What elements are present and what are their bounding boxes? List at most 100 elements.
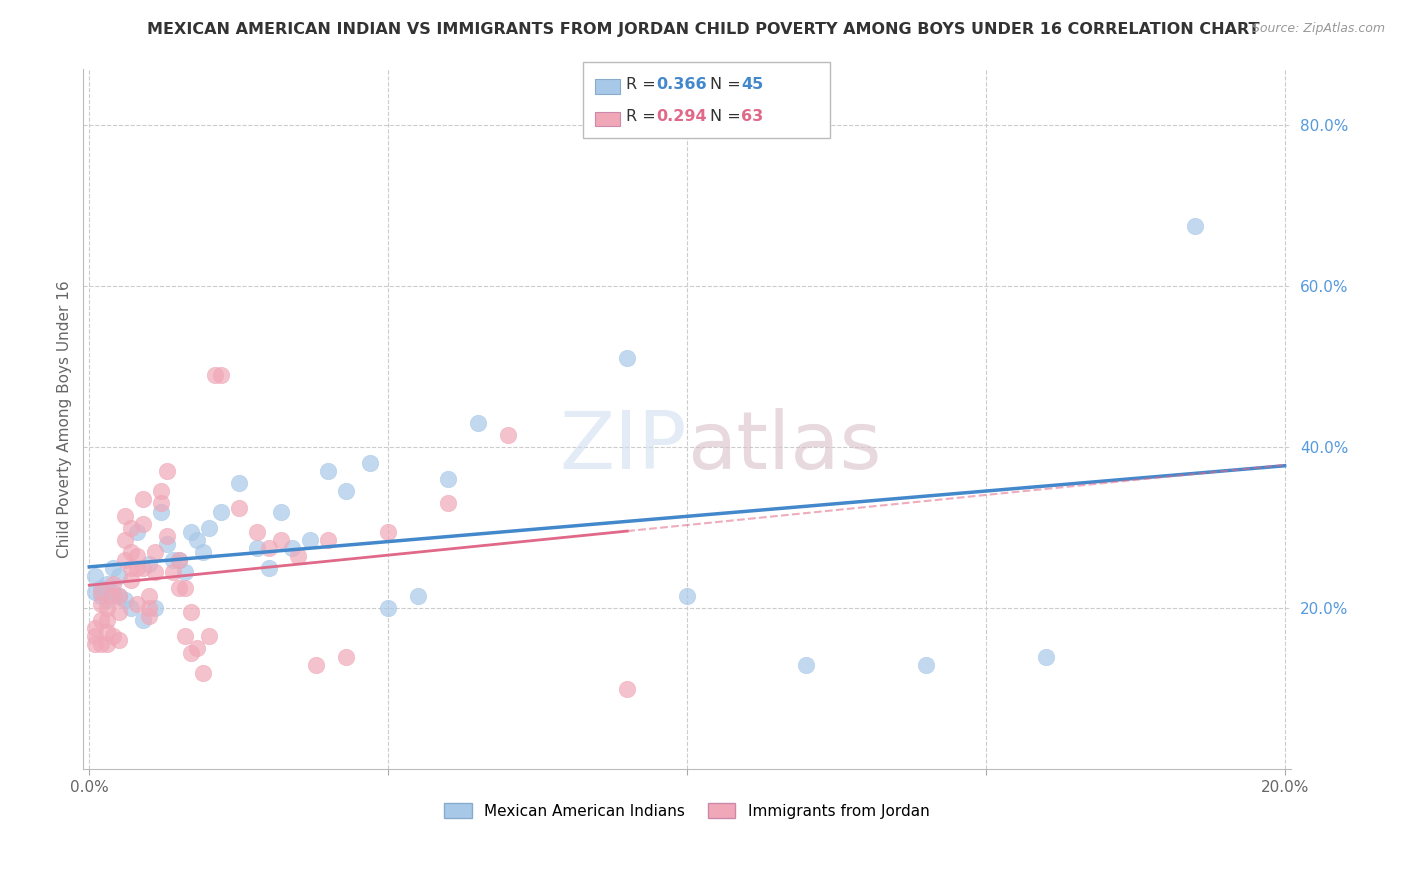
Point	[84, 629, 107, 643]
Point	[138, 601, 160, 615]
Point	[108, 589, 131, 603]
Point	[198, 629, 221, 643]
Point	[299, 533, 322, 547]
Point	[359, 456, 381, 470]
Text: N =: N =	[710, 110, 747, 124]
Point	[162, 565, 184, 579]
Point	[101, 561, 124, 575]
Point	[496, 428, 519, 442]
Point	[174, 565, 197, 579]
Point	[377, 601, 399, 615]
Point	[180, 605, 202, 619]
Point	[209, 504, 232, 518]
Point	[676, 589, 699, 603]
Point	[796, 657, 818, 672]
Point	[138, 589, 160, 603]
Point	[377, 524, 399, 539]
Point	[1184, 219, 1206, 233]
Point	[198, 521, 221, 535]
Point	[209, 368, 232, 382]
Point	[114, 508, 136, 523]
Text: 45: 45	[741, 78, 763, 92]
Point	[90, 585, 112, 599]
Point	[1035, 649, 1057, 664]
Point	[90, 581, 112, 595]
Point	[108, 633, 131, 648]
Point	[180, 524, 202, 539]
Point	[150, 504, 173, 518]
Point	[257, 561, 280, 575]
Point	[150, 496, 173, 510]
Point	[101, 629, 124, 643]
Point	[228, 476, 250, 491]
Point	[96, 637, 118, 651]
Point	[114, 553, 136, 567]
Point	[101, 577, 124, 591]
Point	[406, 589, 429, 603]
Point	[90, 637, 112, 651]
Point	[281, 541, 304, 555]
Text: Source: ZipAtlas.com: Source: ZipAtlas.com	[1251, 22, 1385, 36]
Point	[180, 646, 202, 660]
Point	[120, 601, 142, 615]
Point	[228, 500, 250, 515]
Point	[318, 533, 340, 547]
Y-axis label: Child Poverty Among Boys Under 16: Child Poverty Among Boys Under 16	[58, 280, 72, 558]
Point	[143, 545, 166, 559]
Point	[174, 629, 197, 643]
Point	[138, 609, 160, 624]
Point	[186, 533, 208, 547]
Point	[915, 657, 938, 672]
Point	[138, 557, 160, 571]
Legend: Mexican American Indians, Immigrants from Jordan: Mexican American Indians, Immigrants fro…	[439, 797, 935, 825]
Point	[186, 641, 208, 656]
Point	[318, 464, 340, 478]
Point	[120, 561, 142, 575]
Text: R =: R =	[626, 78, 661, 92]
Point	[335, 649, 357, 664]
Point	[114, 593, 136, 607]
Point	[125, 597, 148, 611]
Point	[174, 581, 197, 595]
Point	[156, 464, 179, 478]
Point	[335, 484, 357, 499]
Point	[125, 524, 148, 539]
Point	[162, 553, 184, 567]
Point	[101, 589, 124, 603]
Point	[96, 613, 118, 627]
Text: R =: R =	[626, 110, 661, 124]
Point	[616, 351, 638, 366]
Point	[150, 484, 173, 499]
Point	[96, 625, 118, 640]
Point	[156, 537, 179, 551]
Point	[246, 541, 269, 555]
Text: 63: 63	[741, 110, 763, 124]
Text: atlas: atlas	[688, 408, 882, 486]
Point	[167, 553, 190, 567]
Point	[120, 521, 142, 535]
Point	[616, 681, 638, 696]
Point	[120, 573, 142, 587]
Text: 0.366: 0.366	[657, 78, 707, 92]
Point	[257, 541, 280, 555]
Point	[467, 416, 489, 430]
Point	[84, 637, 107, 651]
Point	[156, 529, 179, 543]
Point	[96, 593, 118, 607]
Point	[125, 549, 148, 563]
Point	[132, 516, 155, 531]
Point	[191, 665, 214, 680]
Text: N =: N =	[710, 78, 747, 92]
Point	[101, 585, 124, 599]
Point	[120, 545, 142, 559]
Point	[287, 549, 309, 563]
Point	[143, 565, 166, 579]
Point	[437, 472, 460, 486]
Point	[96, 601, 118, 615]
Point	[84, 585, 107, 599]
Point	[90, 597, 112, 611]
Point	[167, 581, 190, 595]
Point	[305, 657, 328, 672]
Point	[84, 569, 107, 583]
Point	[132, 492, 155, 507]
